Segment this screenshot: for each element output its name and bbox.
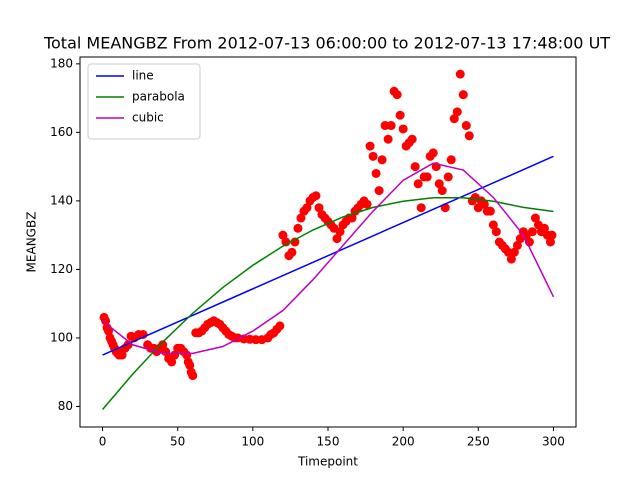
data-point bbox=[365, 141, 375, 151]
data-point bbox=[407, 134, 417, 144]
data-point bbox=[479, 199, 489, 209]
fit-line bbox=[102, 162, 555, 355]
data-point bbox=[416, 203, 426, 213]
data-point bbox=[464, 131, 474, 141]
legend-label: line bbox=[132, 69, 154, 83]
data-point bbox=[509, 247, 519, 257]
fit-line bbox=[102, 155, 554, 356]
data-point bbox=[311, 191, 321, 201]
y-tick-label: 120 bbox=[50, 262, 73, 276]
data-point bbox=[443, 172, 453, 182]
data-point bbox=[506, 254, 516, 264]
y-tick-label: 180 bbox=[50, 56, 73, 70]
y-tick-label: 80 bbox=[58, 399, 73, 413]
data-point bbox=[296, 213, 306, 223]
x-tick-label: 100 bbox=[241, 435, 264, 449]
x-tick-label: 200 bbox=[392, 435, 415, 449]
x-tick-label: 50 bbox=[170, 435, 185, 449]
x-tick-label: 0 bbox=[99, 435, 107, 449]
data-point bbox=[371, 168, 381, 178]
data-point bbox=[332, 234, 342, 244]
data-point bbox=[293, 223, 303, 233]
data-point bbox=[545, 237, 555, 247]
chart-title: Total MEANGBZ From 2012-07-13 06:00:00 t… bbox=[43, 34, 610, 53]
data-point bbox=[413, 179, 423, 189]
y-tick-label: 160 bbox=[50, 125, 73, 139]
data-point bbox=[398, 124, 408, 134]
data-point bbox=[362, 199, 372, 209]
y-axis-label: MEANGBZ bbox=[25, 212, 39, 273]
data-point bbox=[185, 360, 195, 370]
data-point bbox=[188, 371, 198, 381]
data-point bbox=[275, 321, 285, 331]
data-point bbox=[547, 230, 557, 240]
data-point bbox=[530, 213, 540, 223]
data-point bbox=[290, 237, 300, 247]
data-point bbox=[452, 107, 462, 117]
data-point bbox=[461, 121, 471, 131]
data-point bbox=[278, 230, 288, 240]
data-point bbox=[368, 151, 378, 161]
data-point bbox=[117, 350, 127, 360]
data-point bbox=[458, 90, 468, 100]
data-point bbox=[302, 203, 312, 213]
data-point bbox=[488, 220, 498, 230]
plot-area bbox=[99, 69, 557, 411]
data-point bbox=[512, 240, 522, 250]
data-point bbox=[281, 237, 291, 247]
data-point bbox=[437, 186, 447, 196]
legend-box bbox=[87, 63, 201, 140]
data-point bbox=[422, 172, 432, 182]
data-point bbox=[485, 206, 495, 216]
x-tick-label: 150 bbox=[317, 435, 340, 449]
y-tick-label: 140 bbox=[50, 193, 73, 207]
data-point bbox=[386, 121, 396, 131]
x-tick-label: 250 bbox=[467, 435, 490, 449]
data-point bbox=[287, 247, 297, 257]
data-point bbox=[377, 155, 387, 165]
data-point bbox=[392, 90, 402, 100]
fit-line bbox=[101, 197, 554, 411]
data-point bbox=[455, 69, 465, 79]
data-point bbox=[167, 357, 177, 367]
data-point bbox=[446, 155, 456, 165]
data-point bbox=[383, 134, 393, 144]
data-point bbox=[491, 227, 501, 237]
data-point bbox=[428, 148, 438, 158]
plot-frame bbox=[79, 56, 577, 428]
data-point bbox=[347, 213, 357, 223]
y-tick-label: 100 bbox=[50, 330, 73, 344]
legend-label: cubic bbox=[132, 111, 164, 125]
data-point bbox=[104, 326, 114, 336]
data-point bbox=[527, 227, 537, 237]
data-point bbox=[449, 114, 459, 124]
data-point bbox=[410, 162, 420, 172]
x-tick-label: 300 bbox=[542, 435, 565, 449]
data-point bbox=[374, 186, 384, 196]
data-point bbox=[101, 316, 111, 326]
data-point bbox=[539, 223, 549, 233]
data-point bbox=[158, 340, 168, 350]
x-axis-label: Timepoint bbox=[297, 455, 358, 469]
data-point bbox=[335, 227, 345, 237]
data-point bbox=[314, 203, 324, 213]
legend-label: parabola bbox=[132, 90, 185, 104]
data-point bbox=[395, 110, 405, 120]
data-point bbox=[434, 179, 444, 189]
